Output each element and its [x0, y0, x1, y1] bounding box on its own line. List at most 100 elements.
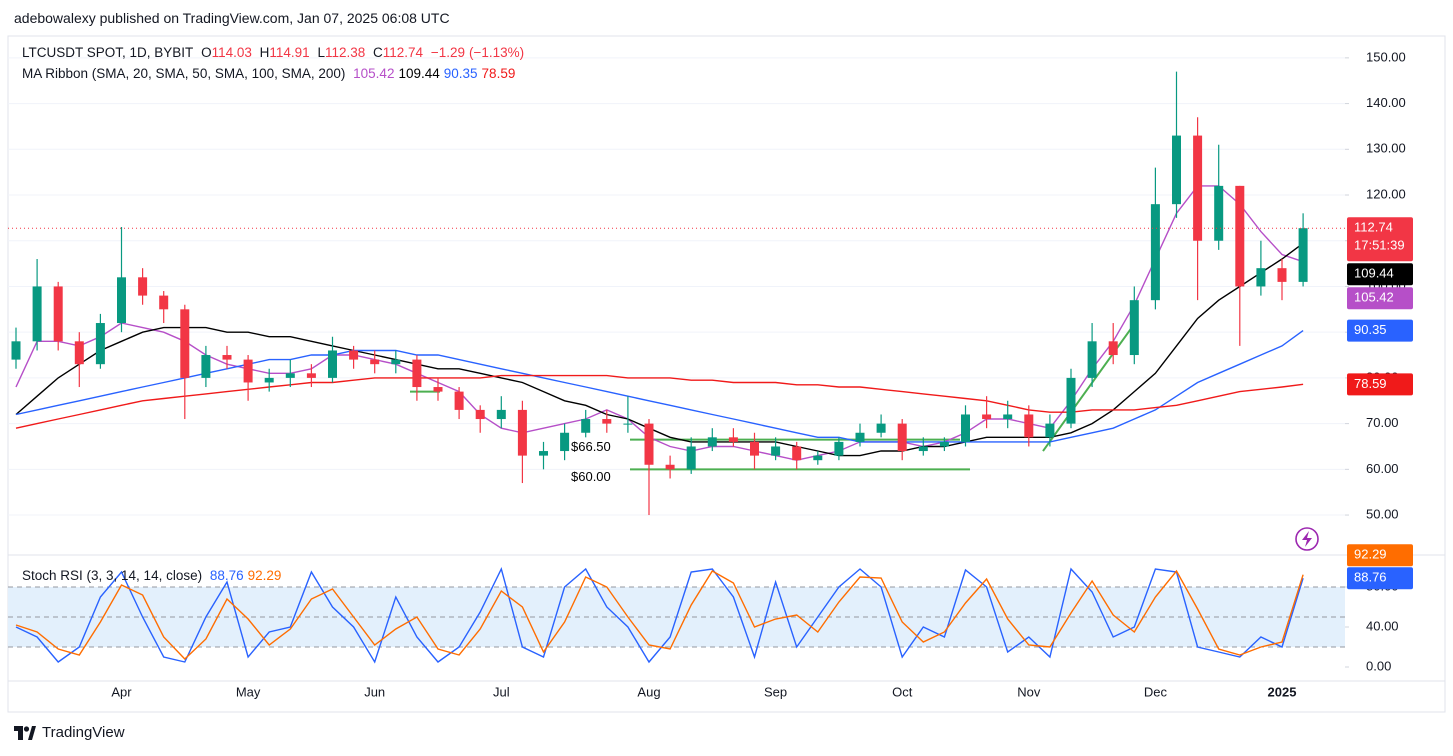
candle-body [95, 323, 105, 365]
y-tick-label: 140.00 [1366, 95, 1406, 110]
candle-body [1087, 341, 1097, 378]
rsi-value: 88.76 [209, 568, 244, 583]
alert-bolt [1302, 531, 1312, 547]
indicator-values: 105.42 109.44 90.35 78.59 [353, 66, 519, 81]
drawn-line [1042, 322, 1136, 452]
ohlc-value: 114.91 [269, 45, 310, 60]
ohlc-value: 112.74 [382, 45, 424, 60]
candle-body [180, 309, 190, 378]
candle-body [918, 446, 928, 452]
ma-legend: MA Ribbon (SMA, 20, SMA, 50, SMA, 100, S… [22, 66, 523, 81]
candle-body [1172, 135, 1181, 205]
ohlc-label: C [373, 45, 383, 60]
ohlc-label: L [317, 45, 325, 60]
candle-body [1045, 423, 1055, 438]
candle-body [602, 419, 612, 424]
price-tag [1347, 544, 1413, 567]
annotation-label: $66.50 [571, 439, 611, 454]
candle-body [475, 409, 485, 420]
brand-logo [14, 725, 36, 740]
candle-body [1129, 300, 1139, 356]
price-legend: LTCUSDT SPOT, 1D, BYBIT O114.03 H114.91 … [22, 45, 528, 60]
candle-body [939, 441, 949, 447]
x-tick-label: Apr [111, 684, 132, 699]
lightning-icon[interactable] [1295, 527, 1319, 551]
candle-body [728, 437, 738, 442]
series-line [15, 330, 1304, 443]
x-tick-label: 2025 [1268, 684, 1297, 699]
candle-body [1256, 268, 1266, 287]
ohlc-value: 112.38 [324, 45, 366, 60]
symbol: LTCUSDT SPOT, 1D, BYBIT [22, 45, 194, 60]
candle-body [792, 446, 802, 461]
candle-body [53, 286, 63, 342]
annotation-label: $60.00 [571, 469, 611, 484]
change-pct: (−1.13%) [469, 45, 525, 60]
ma-value: 90.35 [443, 66, 478, 81]
ohlc-value: 114.03 [211, 45, 252, 60]
candle-body [138, 277, 148, 296]
indicator-name: MA Ribbon (SMA, 20, SMA, 50, SMA, 100, S… [22, 66, 346, 81]
candle-body [707, 437, 717, 447]
price-tag-label: 112.74 [1354, 220, 1393, 235]
candle-body [159, 295, 169, 310]
candle-body [665, 464, 675, 470]
candle-body [11, 341, 21, 360]
y-tick-label: 150.00 [1366, 49, 1406, 64]
ohlc-label: H [259, 45, 270, 60]
candle-body [560, 432, 570, 452]
x-tick-label: Oct [892, 684, 913, 699]
candle-body [201, 355, 211, 378]
candle-body [897, 423, 907, 452]
ma-value: 105.42 [353, 66, 395, 81]
rsi-value: 92.29 [247, 568, 282, 583]
candle-body [1108, 341, 1118, 356]
byline: adebowalexy published on TradingView.com… [14, 10, 450, 26]
candle-body [855, 432, 865, 442]
candle-body [74, 341, 84, 365]
x-tick-label: Jul [493, 684, 510, 699]
candle-body [328, 350, 337, 378]
price-tag [1347, 567, 1413, 590]
candle-body [581, 419, 591, 433]
x-tick-label: Jun [364, 684, 385, 699]
candle-body [1193, 135, 1203, 241]
candle-body [454, 391, 464, 410]
candle-body [222, 355, 232, 360]
candle-body [1024, 414, 1034, 438]
indicator-name: Stoch RSI (3, 3, 14, 14, close) [22, 568, 203, 583]
x-tick-label: Nov [1017, 684, 1041, 699]
candle-body [306, 373, 316, 378]
candle-body [412, 359, 422, 388]
price-tag [1347, 263, 1413, 286]
price-tag-label: 78.59 [1354, 376, 1387, 391]
candle-body [285, 373, 295, 378]
candle-body [539, 451, 548, 456]
candle-body [117, 277, 126, 324]
candle-body [1150, 204, 1160, 301]
candle-body [243, 359, 253, 383]
price-tag [1347, 287, 1413, 310]
change: −1.29 [430, 45, 466, 60]
ma-value: 78.59 [481, 66, 516, 81]
candle-body [1298, 228, 1308, 282]
candle-body [1066, 377, 1076, 424]
price-tag [1347, 319, 1413, 342]
y-tick-label: 0.00 [1366, 658, 1391, 673]
footer: TradingView [14, 724, 125, 741]
brand-name: TradingView [42, 724, 125, 741]
chart-frame [7, 35, 1446, 713]
price-tag-label: 105.42 [1354, 290, 1394, 305]
series-line [15, 242, 1304, 457]
x-tick-label: Aug [637, 684, 660, 699]
candle-body [349, 350, 359, 360]
candle-body [1235, 185, 1245, 287]
price-tag [1347, 217, 1413, 262]
price-tag-label: 90.35 [1354, 322, 1387, 337]
candle-body [433, 387, 443, 392]
y-tick-label: 70.00 [1366, 415, 1399, 430]
candle-body [517, 409, 527, 456]
ohlc-label: O [201, 45, 212, 60]
